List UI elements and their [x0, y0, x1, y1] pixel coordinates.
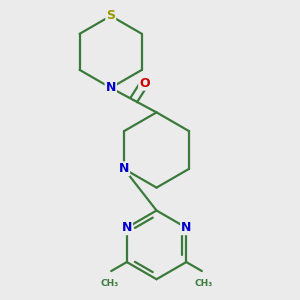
Text: N: N [181, 221, 191, 234]
Text: CH₃: CH₃ [194, 279, 213, 288]
Text: N: N [106, 81, 116, 94]
Text: S: S [106, 9, 115, 22]
Text: CH₃: CH₃ [100, 279, 119, 288]
Text: N: N [119, 162, 129, 175]
Text: O: O [139, 77, 150, 90]
Text: N: N [122, 221, 132, 234]
